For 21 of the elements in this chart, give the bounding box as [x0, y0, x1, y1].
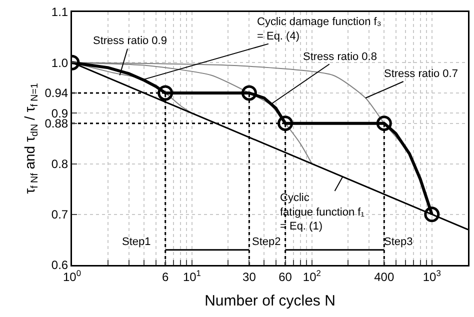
- annotation: Step3: [384, 236, 413, 248]
- x-tick-label: 10$^{1}$: [182, 268, 202, 284]
- x-tick-label: 60: [278, 270, 292, 284]
- x-tick-label: 10$^{3}$: [422, 268, 442, 284]
- y-tick-label: 0.6: [51, 258, 68, 272]
- x-tick-label: 400: [374, 270, 394, 284]
- annotation: Stress ratio 0.9: [93, 35, 167, 47]
- y-tick-label: 0.94: [44, 86, 68, 100]
- x-axis-title: Number of cycles N: [204, 292, 336, 310]
- x-tick-label: 10$^{2}$: [302, 268, 322, 284]
- y-tick-label: 0.7: [51, 208, 68, 222]
- annotation: Step1: [122, 236, 151, 248]
- annotation: Stress ratio 0.8: [303, 51, 377, 63]
- y-tick-label: 0.8: [51, 157, 68, 171]
- annotation: Stress ratio 0.7: [384, 68, 458, 80]
- y-tick-label: 1.1: [51, 5, 68, 20]
- y-tick-label: 1.0: [51, 56, 68, 70]
- x-tick-label: 30: [242, 270, 256, 284]
- annotation: Cyclic damage function f₃ = Eq. (4): [257, 16, 382, 42]
- annotation: Step2: [252, 236, 281, 248]
- x-tick-label: 6: [162, 270, 170, 284]
